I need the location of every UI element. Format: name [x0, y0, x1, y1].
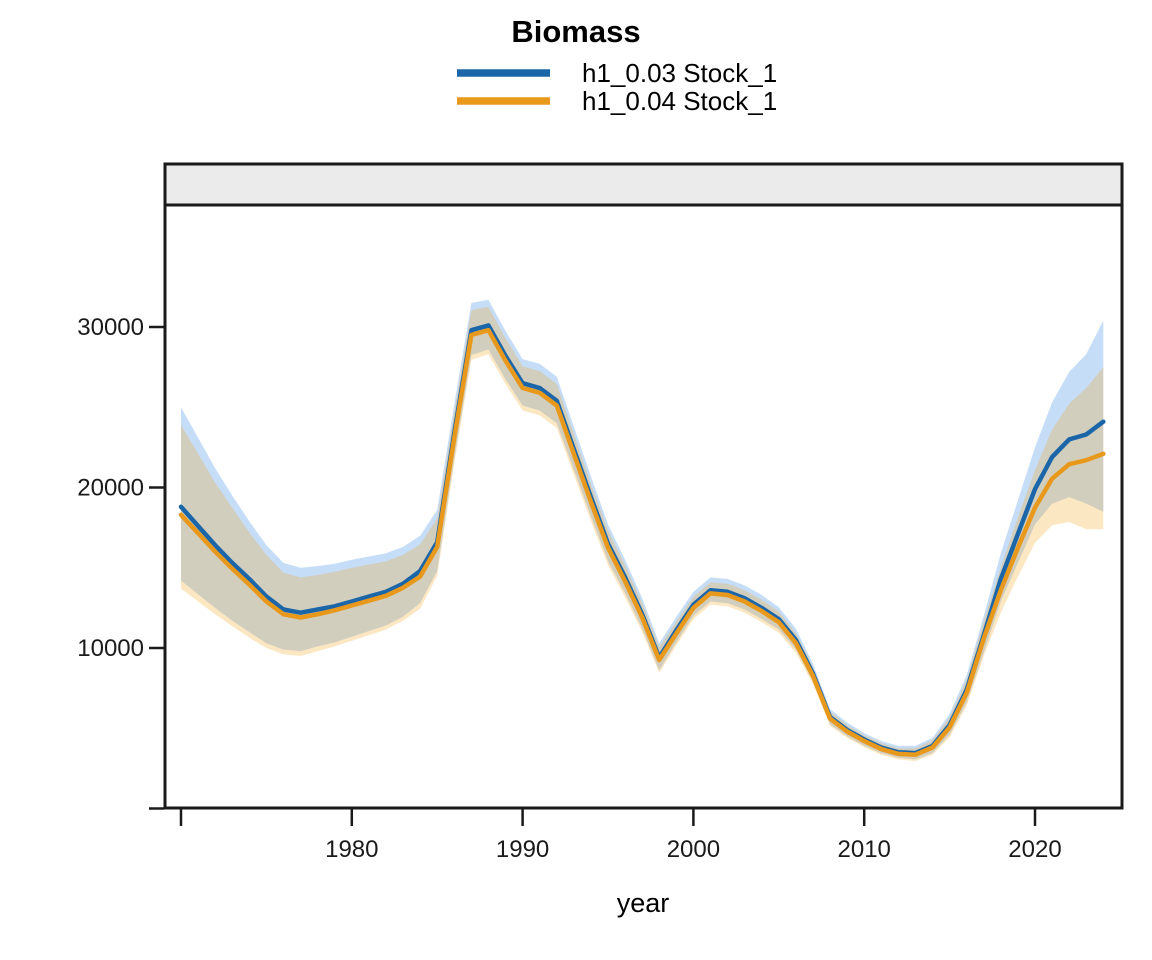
legend-label-orange: h1_0.04 Stock_1: [582, 86, 777, 116]
x-tick-label: 2020: [1008, 836, 1061, 863]
y-tick-label: 30000: [77, 314, 144, 341]
facet-strip: [163, 162, 1124, 207]
y-tick-label: 20000: [77, 475, 144, 502]
legend-label-blue: h1_0.03 Stock_1: [582, 58, 777, 88]
x-tick-label: 2010: [838, 836, 891, 863]
x-tick-label: 1990: [496, 836, 549, 863]
x-tick-label: 2000: [667, 836, 720, 863]
x-axis-title: year: [617, 888, 670, 918]
series-line-1: [178, 327, 1106, 757]
panel-border: [163, 203, 1124, 810]
y-tick-label: 10000: [77, 635, 144, 662]
x-tick-label: 1980: [325, 836, 378, 863]
series-line-0: [178, 323, 1106, 756]
plot-area: 1980 1990 2000 2010 2020 10000 20000 30000: [77, 162, 1124, 863]
chart-title: Biomass: [511, 14, 640, 49]
legend: h1_0.03 Stock_1 h1_0.04 Stock_1: [457, 58, 777, 116]
